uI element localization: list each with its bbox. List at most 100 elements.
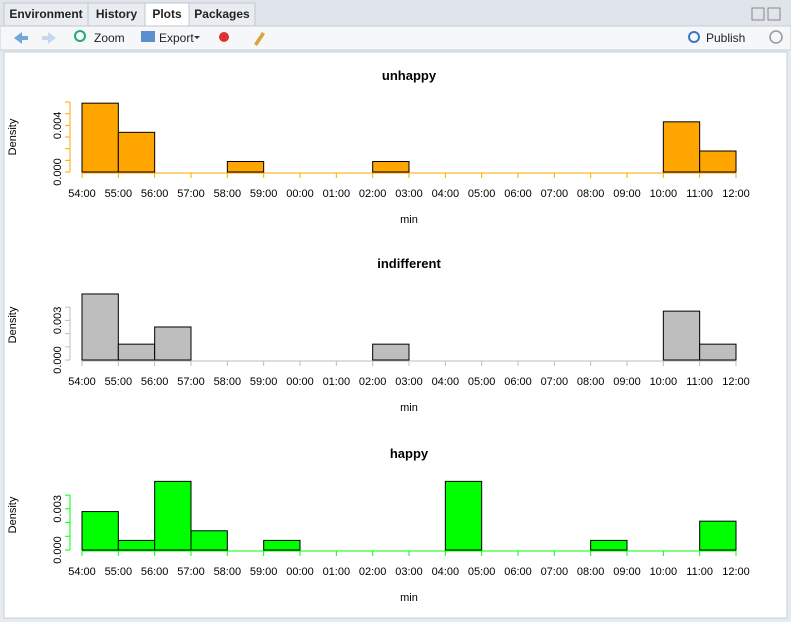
x-tick-label: 02:00 [359,188,387,200]
x-tick-label: 09:00 [613,188,641,200]
x-tick-label: 00:00 [286,566,314,578]
clear-icon[interactable] [254,32,265,46]
bar [81,102,119,173]
x-tick-label: 56:00 [141,566,169,578]
bar [81,511,119,551]
x-tick-label: 09:00 [613,566,641,578]
x-tick-label: 11:00 [686,566,713,578]
x-tick-label: 11:00 [686,376,713,388]
y-tick-label: 0.000 [52,346,64,374]
x-tick-label: 57:00 [177,376,205,388]
x-tick-label: 11:00 [686,188,713,200]
chart-title: happy [390,446,429,461]
x-tick-label: 06:00 [504,566,532,578]
x-tick-label: 06:00 [504,376,532,388]
x-tick-label: 08:00 [577,188,605,200]
x-axis-label: min [400,214,418,226]
x-tick-label: 58:00 [214,566,242,578]
y-tick-label: 0.003 [52,495,64,523]
x-tick-label: 00:00 [286,188,314,200]
maximize-btn[interactable] [767,7,781,21]
x-tick-label: 01:00 [323,188,351,200]
x-tick-label: 00:00 [286,376,314,388]
x-tick-label: 58:00 [214,188,242,200]
x-tick-label: 01:00 [323,566,351,578]
refresh-icon[interactable] [769,30,783,44]
x-tick-label: 03:00 [395,566,423,578]
bar [81,293,119,361]
x-tick-label: 12:00 [722,566,750,578]
x-tick-label: 07:00 [541,188,569,200]
y-tick-label: 0.000 [52,536,64,564]
bar [699,343,737,361]
x-tick-label: 04:00 [432,376,460,388]
publish-icon[interactable] [688,31,700,43]
x-tick-label: 03:00 [395,188,423,200]
bar [226,161,265,173]
x-tick-label: 55:00 [105,566,133,578]
export-button[interactable]: Export [159,31,194,45]
forward-icon[interactable] [42,32,56,44]
bar [699,520,737,551]
y-axis-label: Density [7,306,19,343]
x-tick-label: 01:00 [323,376,351,388]
export-icon[interactable] [141,31,155,42]
export-arrow[interactable] [194,36,200,39]
bar [190,530,228,551]
tab-label[interactable]: History [96,7,138,21]
x-tick-label: 12:00 [722,188,750,200]
y-tick-label: 0.000 [52,158,64,186]
x-tick-label: 10:00 [650,188,678,200]
x-tick-label: 03:00 [395,376,423,388]
tab-label[interactable]: Plots [152,7,182,21]
x-tick-label: 02:00 [359,566,387,578]
x-tick-label: 04:00 [432,188,460,200]
x-tick-label: 59:00 [250,566,278,578]
bar [154,480,192,551]
y-tick-label: 0.003 [52,307,64,335]
zoom-button[interactable]: Zoom [94,31,125,45]
toolbar [0,25,791,51]
x-tick-label: 07:00 [541,566,569,578]
x-tick-label: 59:00 [250,376,278,388]
bar [699,150,737,173]
bar [117,539,156,551]
x-axis-label: min [400,402,418,414]
x-tick-label: 04:00 [432,566,460,578]
bar [154,326,192,361]
x-tick-label: 54:00 [68,376,96,388]
y-tick-label: 0.004 [52,112,64,140]
x-tick-label: 58:00 [214,376,242,388]
publish-button[interactable]: Publish [706,31,745,45]
x-tick-label: 56:00 [141,188,169,200]
chart-title: indifferent [377,256,441,271]
y-axis-label: Density [7,496,19,533]
y-axis-label: Density [7,118,19,155]
minimize-btn[interactable] [751,7,765,21]
tab[interactable] [188,2,256,27]
back-icon[interactable] [14,32,28,44]
x-tick-label: 02:00 [359,376,387,388]
zoom-icon[interactable] [74,30,86,42]
x-tick-label: 06:00 [504,188,532,200]
x-tick-label: 55:00 [105,188,133,200]
bar [662,121,701,173]
bar [117,131,156,173]
tab-label[interactable]: Environment [9,7,82,21]
remove-icon[interactable] [219,32,229,42]
x-tick-label: 55:00 [105,376,133,388]
x-tick-label: 57:00 [177,188,205,200]
bar [372,343,410,361]
x-tick-label: 05:00 [468,566,496,578]
tab-label[interactable]: Packages [194,7,250,21]
chart-title: unhappy [382,68,437,83]
x-tick-label: 57:00 [177,566,205,578]
x-tick-label: 12:00 [722,376,750,388]
bar [372,161,410,173]
x-tick-label: 05:00 [468,188,496,200]
x-tick-label: 10:00 [650,376,678,388]
x-tick-label: 59:00 [250,188,278,200]
x-tick-label: 54:00 [68,566,96,578]
